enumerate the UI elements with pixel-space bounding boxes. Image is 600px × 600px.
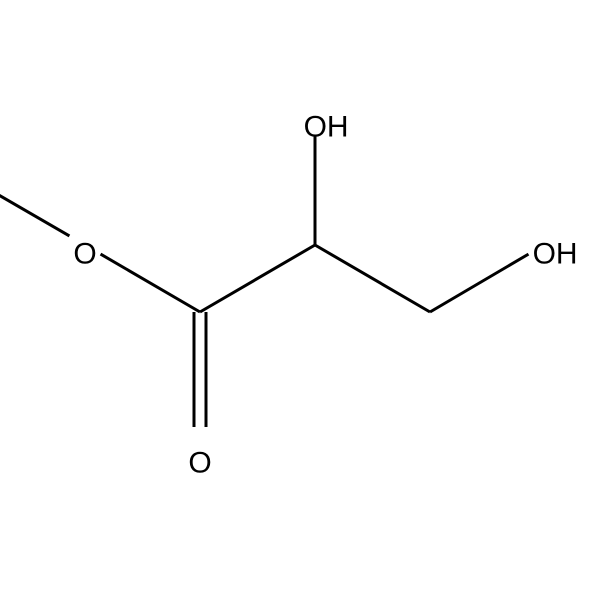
- bond-line: [0, 190, 69, 236]
- bond-line: [101, 254, 200, 312]
- bond-line: [430, 254, 528, 312]
- atom-label: OH: [304, 110, 349, 143]
- bond-line: [200, 245, 315, 312]
- atom-label: OH: [533, 237, 578, 270]
- molecule-diagram: O O OH OH: [0, 0, 600, 600]
- atom-label: O: [188, 446, 211, 479]
- atom-label: O: [73, 237, 96, 270]
- bond-line: [315, 245, 430, 312]
